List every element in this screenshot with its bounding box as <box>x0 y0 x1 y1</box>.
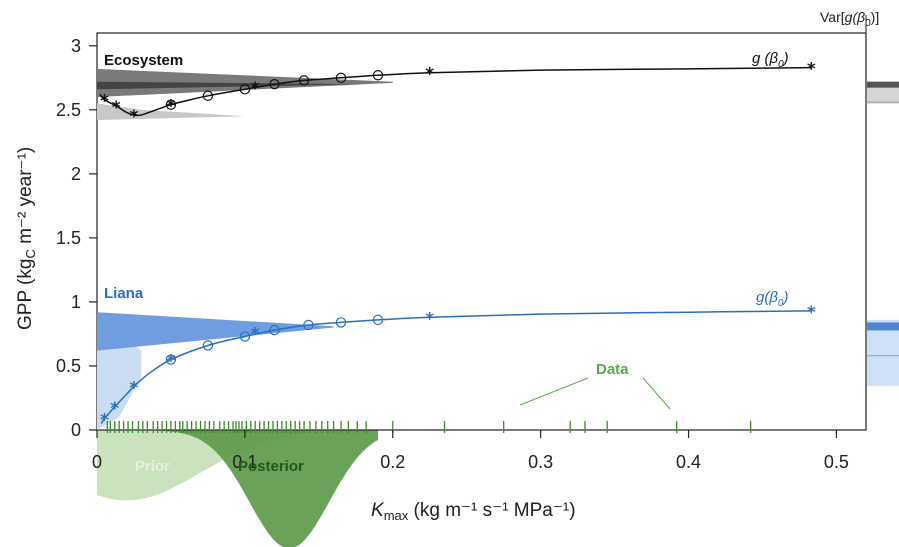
ecosystem-star-point: * <box>807 60 816 80</box>
text-part: g <box>845 9 853 25</box>
plot-frame <box>96 32 867 431</box>
liana-circle-point <box>239 331 251 342</box>
y-tick-label: 1.5 <box>56 228 81 248</box>
x-tick-label: 0.5 <box>824 452 849 472</box>
liana-star-point: * <box>100 410 109 430</box>
liana-circle-point <box>269 324 280 336</box>
text-part: max <box>384 508 409 523</box>
liana-circle-point <box>165 354 177 365</box>
liana-circle-point <box>372 314 384 326</box>
ecosystem-circle-point <box>269 79 280 90</box>
ecosystem-label: Ecosystem <box>104 52 183 69</box>
text-part: 0 <box>778 298 784 309</box>
x-tick-label: 0.3 <box>528 452 553 472</box>
text-part: GPP (kg <box>15 259 36 330</box>
liana-curve <box>100 310 812 424</box>
ecosystem-star-point: * <box>425 65 434 85</box>
ecosystem-circle-point <box>298 75 310 86</box>
ecosystem-star-point: * <box>251 79 260 99</box>
text-part: K <box>371 500 385 521</box>
variance-bands-layer <box>97 68 393 430</box>
ecosystem-variance-posterior <box>867 81 899 88</box>
x-tick-label: 0 <box>92 452 102 472</box>
text-part: (kg m⁻¹ s⁻¹ MPa⁻¹) <box>408 500 575 521</box>
x-axis-title: Kmax (kg m⁻¹ s⁻¹ MPa⁻¹) <box>371 500 576 523</box>
ecosystem-core-band <box>97 81 364 90</box>
liana-posterior-band <box>97 312 334 351</box>
ecosystem-curve-label: g (β0) <box>752 50 789 70</box>
series-layer: * * **** ******* * <box>99 60 816 430</box>
distribution-prior <box>97 430 378 501</box>
y-tick-label: 0.5 <box>56 356 81 376</box>
x-tick-label: 0.4 <box>676 452 701 472</box>
y-tick-label: 1 <box>71 292 81 312</box>
liana-star-point: * <box>807 303 816 323</box>
text-part: ) <box>782 50 789 67</box>
distribution-layer <box>97 430 378 547</box>
data-label: Data <box>596 361 629 378</box>
text-part: (β <box>764 289 778 306</box>
text-part: Var[ <box>820 9 845 25</box>
text-part: g <box>756 289 765 306</box>
ecosystem-circle-point <box>372 70 384 81</box>
liana-circle-point <box>303 319 314 331</box>
data-pointer-left <box>519 377 589 406</box>
text-part: )] <box>871 9 880 25</box>
prior-label: Prior <box>135 458 170 475</box>
ecosystem-star-point: * <box>100 92 109 112</box>
text-part: m⁻² year⁻¹) <box>15 147 36 249</box>
variance-panel: Var[g(β0)] <box>820 9 899 430</box>
liana-variance-prior <box>867 319 899 386</box>
ecosystem-circle-point <box>239 84 251 95</box>
text-part: 0 <box>778 59 784 70</box>
x-tick-label: 0.2 <box>380 452 405 472</box>
y-tick-label: 2 <box>71 164 81 184</box>
text-part: g <box>752 50 761 67</box>
ecosystem-star-point: * <box>130 107 139 127</box>
liana-star-point: * <box>110 399 119 419</box>
ecosystem-circle-point <box>202 90 214 101</box>
data-pointer-right <box>642 377 671 410</box>
ecosystem-star-point: * <box>112 98 121 118</box>
text-part: 0 <box>865 18 871 29</box>
liana-curve-label: g(β0) <box>756 289 788 309</box>
liana-star-point: * <box>166 352 175 372</box>
ecosystem-prior-band <box>97 79 245 121</box>
liana-circle-point <box>335 317 347 328</box>
text-part: C <box>23 249 38 258</box>
liana-label: Liana <box>104 285 144 302</box>
ecosystem-circle-point <box>335 72 347 84</box>
ecosystem-circle-point <box>165 99 177 110</box>
ecosystem-star-point: * <box>166 97 175 117</box>
text-part: ) <box>781 289 788 306</box>
liana-circle-point <box>202 340 214 351</box>
y-axis-title: GPP (kgC m⁻² year⁻¹) <box>15 147 38 330</box>
variance-panel-label: Var[g(β0)] <box>820 9 879 29</box>
ecosystem-curve <box>99 66 812 117</box>
axes-layer: 0 0.1 0.2 0.3 0.4 0.5 0 0.5 1 1.5 2 2.5 3 <box>56 36 849 472</box>
posterior-label: Posterior <box>238 458 304 475</box>
text-part: (β <box>760 50 778 67</box>
data-rug-layer <box>106 377 752 433</box>
liana-star-point: * <box>251 325 260 345</box>
liana-star-point: * <box>425 309 434 329</box>
y-tick-label: 3 <box>71 36 81 56</box>
y-tick-label: 2.5 <box>56 100 81 120</box>
liana-variance-posterior <box>867 322 899 331</box>
x-tick-label: 0.1 <box>232 452 257 472</box>
ecosystem-posterior-band <box>97 68 393 97</box>
distribution-posterior <box>97 430 378 547</box>
liana-star-point: * <box>130 378 139 398</box>
text-part: (β <box>852 9 865 25</box>
y-tick-label: 0 <box>71 420 81 440</box>
